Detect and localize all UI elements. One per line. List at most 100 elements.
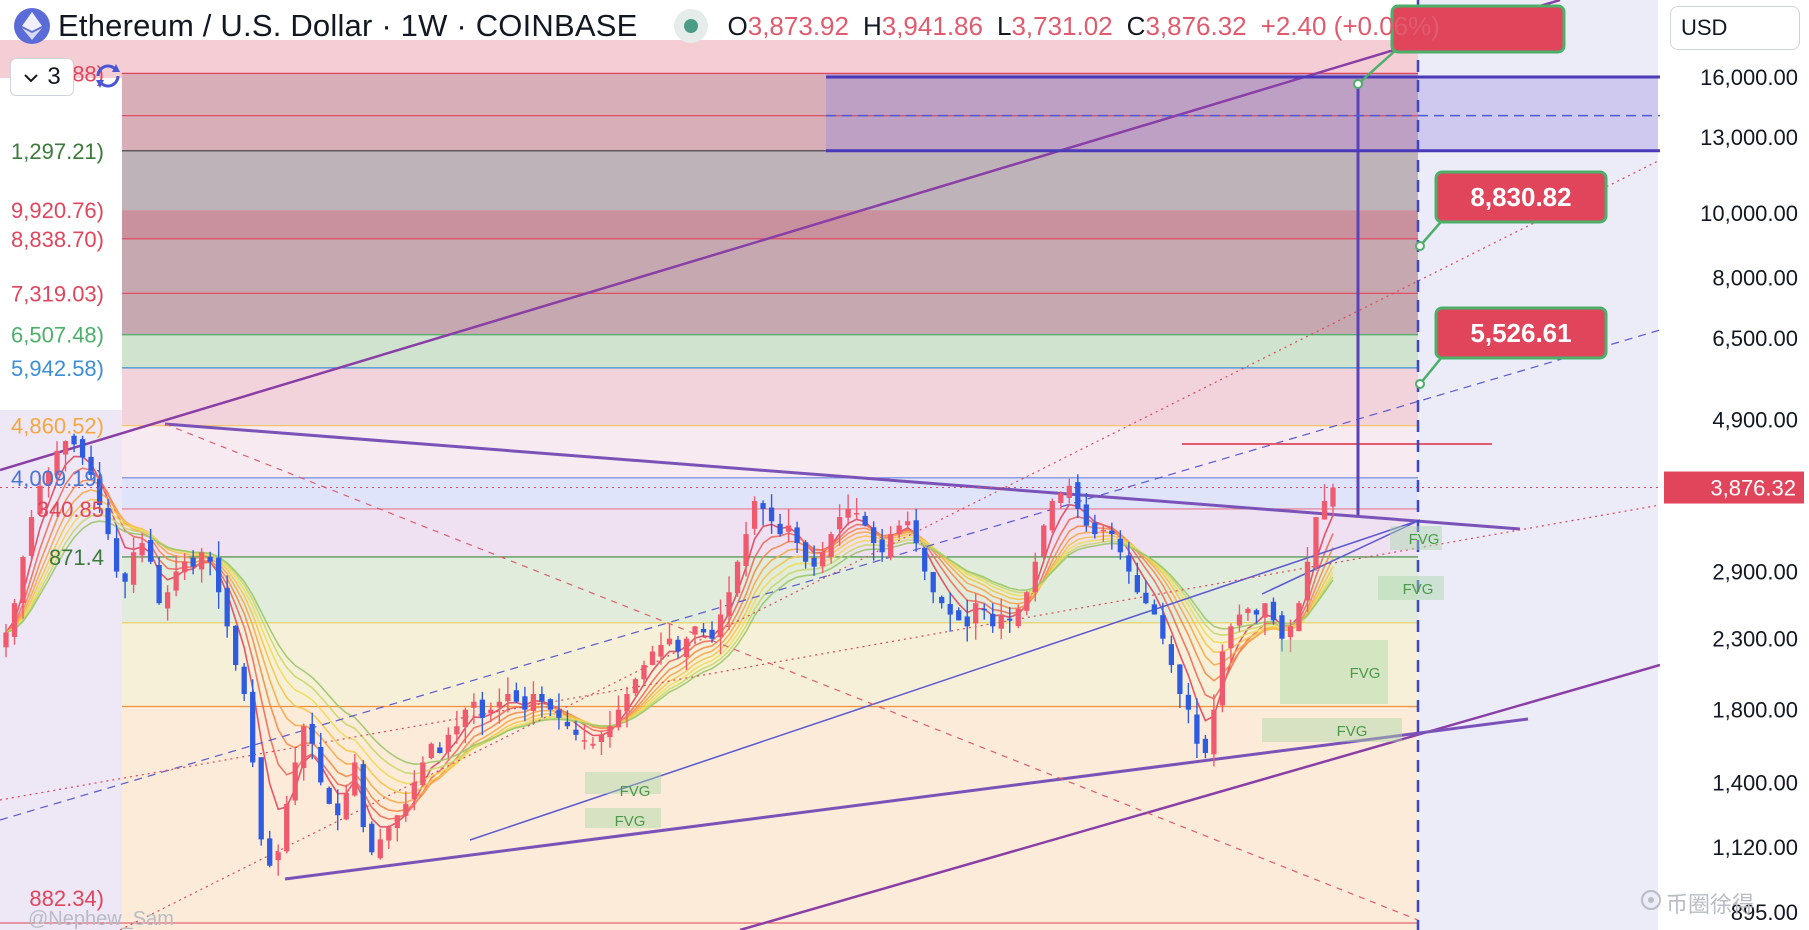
candle	[258, 757, 264, 840]
trend-line	[1261, 519, 1421, 595]
candle	[1092, 522, 1098, 535]
projection-line	[164, 423, 1419, 921]
projection-line	[0, 504, 1660, 801]
candle	[811, 557, 817, 567]
candle	[1117, 538, 1123, 553]
candle	[1177, 664, 1183, 695]
brand-watermark: 币圈徐得	[1640, 887, 1754, 919]
fvg-zone	[1390, 526, 1442, 550]
price-tick: 10,000.00	[1700, 201, 1798, 226]
zone	[122, 477, 1418, 509]
candle	[28, 517, 35, 556]
candle	[1007, 618, 1013, 621]
price-tick: 4,900.00	[1712, 408, 1798, 433]
candle	[726, 592, 732, 616]
candle	[947, 603, 953, 615]
zone	[0, 40, 1418, 78]
candle	[45, 471, 52, 486]
candle	[54, 450, 60, 476]
candle	[913, 520, 919, 544]
brand-logo-icon	[1640, 889, 1662, 917]
price-tick: 16,000.00	[1700, 65, 1798, 90]
candle	[854, 512, 860, 515]
candle	[539, 693, 545, 702]
candle	[607, 726, 613, 738]
candle	[11, 603, 18, 637]
candle	[71, 435, 77, 445]
support-line	[284, 717, 1529, 881]
candle	[479, 699, 485, 718]
candle	[717, 614, 724, 638]
zone	[122, 706, 1418, 930]
candle	[1126, 555, 1132, 572]
candle	[683, 638, 690, 658]
candle	[1279, 615, 1285, 639]
candle	[3, 632, 9, 648]
candle	[990, 613, 996, 627]
projection-line	[0, 329, 1660, 821]
fvg-label: FVG	[1409, 531, 1440, 548]
candle	[1083, 504, 1089, 526]
candle	[420, 762, 426, 786]
ethereum-icon[interactable]	[14, 8, 50, 44]
candle	[241, 666, 247, 695]
fib-level-label: 5,942.58)	[11, 356, 104, 381]
zone	[122, 334, 1418, 368]
last-price-tag-bg	[1664, 471, 1804, 504]
candle	[79, 439, 86, 458]
target-label-8830: 8,830.82	[1470, 182, 1571, 212]
price-tick: 8,000.00	[1712, 266, 1798, 291]
candle	[1160, 615, 1166, 639]
candle	[369, 823, 375, 853]
candle	[284, 803, 290, 852]
candle	[760, 503, 766, 509]
candle	[573, 729, 579, 735]
candle	[1236, 614, 1243, 626]
candle	[275, 852, 281, 861]
refresh-icon[interactable]	[92, 60, 124, 92]
fib-level-label: 6,507.48)	[11, 323, 104, 348]
candle	[233, 625, 239, 666]
price-tick: 2,300.00	[1712, 627, 1798, 652]
candle	[615, 709, 622, 728]
candle	[666, 638, 673, 645]
candle	[828, 534, 834, 558]
brand-text: 币圈徐得	[1666, 892, 1755, 917]
candle	[326, 787, 332, 804]
candle	[956, 610, 962, 621]
candle	[105, 508, 111, 535]
candle	[624, 694, 630, 712]
indicators-count: 3	[47, 63, 61, 90]
candle	[641, 665, 647, 680]
fvg-label: FVG	[1337, 723, 1368, 740]
candle	[207, 556, 213, 562]
candle	[1287, 626, 1294, 638]
candle	[267, 838, 273, 866]
candle	[1041, 525, 1047, 557]
callout-pointer	[1357, 49, 1397, 85]
candle	[122, 573, 128, 582]
fib-level-label: 7,319.03)	[11, 281, 104, 306]
candle	[318, 746, 324, 783]
candle	[930, 572, 936, 593]
candle	[862, 515, 868, 526]
currency-select[interactable]: USD	[1670, 6, 1800, 50]
candle	[216, 557, 222, 593]
candle	[335, 803, 341, 816]
callout-anchor	[1415, 379, 1425, 389]
candle	[173, 571, 179, 591]
indicators-toggle[interactable]: 3	[10, 58, 74, 96]
candle	[581, 740, 588, 742]
fib-zones	[0, 0, 1660, 930]
candle	[1228, 626, 1234, 649]
target-zone	[1418, 77, 1658, 151]
candle	[1058, 493, 1064, 504]
candle	[845, 508, 851, 518]
candle	[564, 721, 571, 727]
candle	[1151, 604, 1158, 615]
candle	[1015, 608, 1021, 627]
candle	[981, 608, 987, 611]
fvg-zone	[585, 772, 661, 794]
price-axis[interactable]: 16,000.00 13,000.00 10,000.00 8,000.00 6,500…	[1660, 0, 1809, 930]
